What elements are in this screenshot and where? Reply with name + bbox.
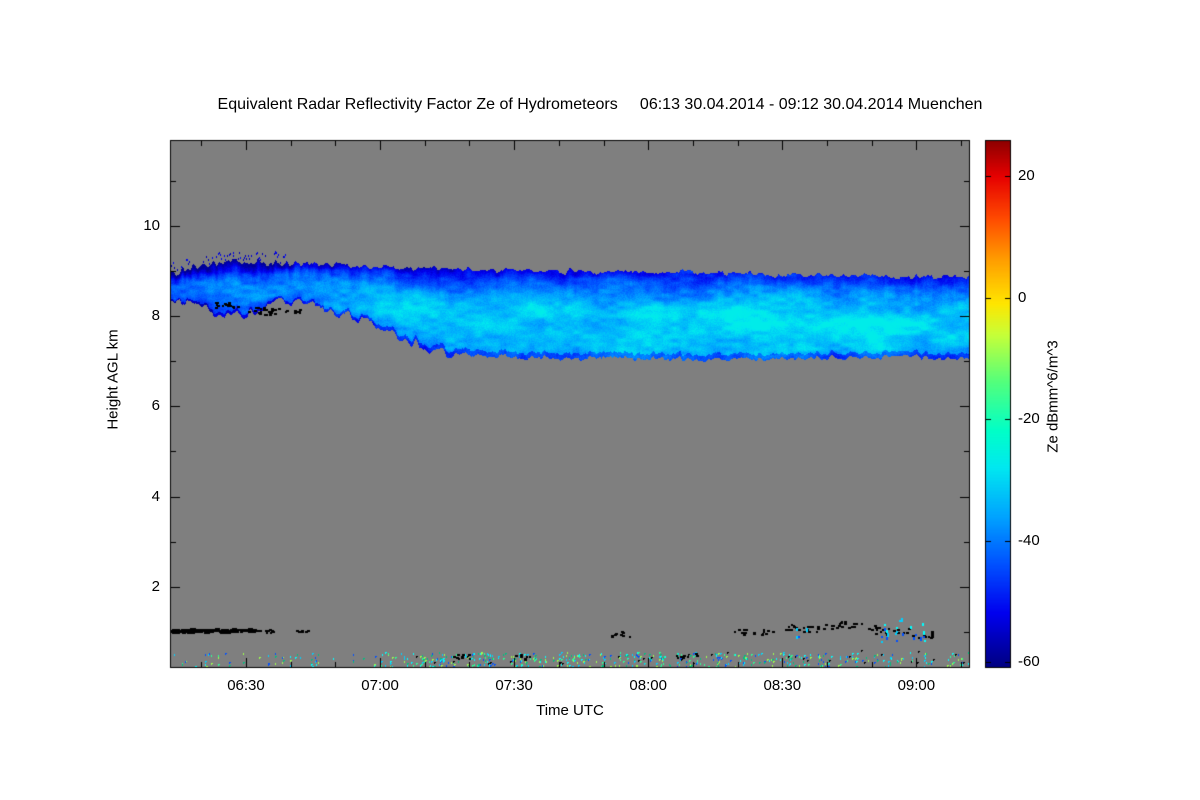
colorbar-tick-label: -60	[1018, 652, 1040, 670]
x-tick-label: 08:00	[629, 677, 667, 694]
y-tick-label: 10	[143, 216, 160, 234]
colorbar-title: Ze dBmm^6/m^3	[1044, 340, 1062, 453]
x-tick-label: 08:30	[763, 677, 802, 694]
y-tick-label: 2	[151, 577, 160, 595]
chart-title: Equivalent Radar Reflectivity Factor Ze …	[217, 96, 983, 113]
colorbar-tick-label: 20	[1018, 167, 1035, 185]
x-tick-label: 07:00	[361, 677, 399, 694]
colorbar-tick-label: 0	[1018, 288, 1027, 306]
y-tick-label: 4	[151, 487, 160, 505]
x-axis-label: Time UTC	[536, 702, 604, 719]
colorbar-tick-label: -20	[1018, 410, 1040, 428]
colorbar-tick-label: -40	[1018, 531, 1040, 549]
x-tick-label: 07:30	[495, 677, 533, 694]
x-tick-label: 06:30	[227, 677, 265, 694]
y-tick-label: 6	[151, 397, 160, 415]
y-tick-label: 8	[151, 307, 160, 324]
x-tick-label: 09:00	[897, 677, 936, 694]
